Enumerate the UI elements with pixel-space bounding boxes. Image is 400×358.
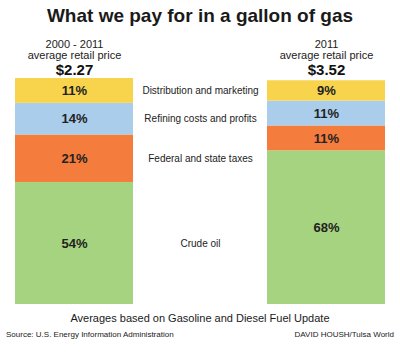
svg-text:9%: 9%: [317, 83, 336, 98]
svg-text:2011average retail price: 2011average retail price: [280, 38, 374, 61]
svg-text:11%: 11%: [62, 83, 88, 98]
svg-text:54%: 54%: [61, 236, 87, 251]
html-text:DAVID HOUSH/Tulsa World: DAVID HOUSH/Tulsa World: [294, 330, 394, 339]
svg-text:Federal and state taxes: Federal and state taxes: [148, 153, 253, 164]
svg-text:21%: 21%: [61, 151, 87, 166]
svg-text:11%: 11%: [314, 106, 340, 121]
html-text:Source: U.S. Energy Informatio: Source: U.S. Energy Information Administ…: [6, 330, 174, 339]
svg-text:14%: 14%: [61, 111, 87, 126]
svg-text:68%: 68%: [313, 220, 339, 235]
svg-text:11%: 11%: [314, 131, 340, 146]
html-text:What we pay for in a gallon of: What we pay for in a gallon of gas: [46, 5, 354, 26]
svg-text:$2.27: $2.27: [56, 61, 94, 78]
svg-text:Distribution and marketing: Distribution and marketing: [142, 85, 258, 96]
svg-text:$3.52: $3.52: [308, 61, 346, 78]
svg-text:Refining costs and profits: Refining costs and profits: [144, 113, 256, 124]
html-text:Averages based on Gasoline and: Averages based on Gasoline and Diesel Fu…: [70, 312, 330, 324]
svg-text:2000 - 2011average retail pric: 2000 - 2011average retail price: [28, 38, 122, 61]
svg-text:Crude oil: Crude oil: [180, 238, 220, 249]
